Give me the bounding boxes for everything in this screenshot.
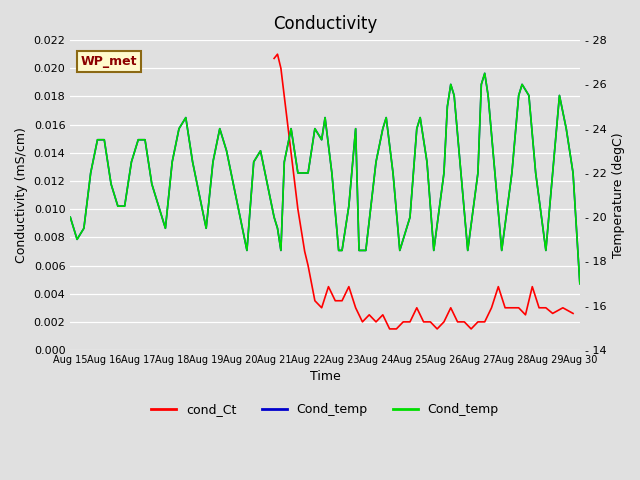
Text: WP_met: WP_met: [81, 55, 137, 68]
Y-axis label: Temperature (degC): Temperature (degC): [612, 132, 625, 258]
Legend: cond_Ct, Cond_temp, Cond_temp: cond_Ct, Cond_temp, Cond_temp: [147, 398, 504, 421]
Y-axis label: Conductivity (mS/cm): Conductivity (mS/cm): [15, 127, 28, 263]
X-axis label: Time: Time: [310, 371, 340, 384]
Title: Conductivity: Conductivity: [273, 15, 377, 33]
